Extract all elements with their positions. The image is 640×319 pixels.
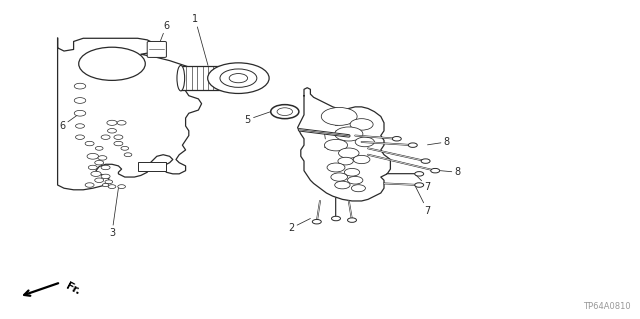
Text: TP64A0810: TP64A0810: [583, 302, 630, 311]
Text: Fr.: Fr.: [64, 281, 82, 297]
Circle shape: [76, 124, 84, 128]
Text: 8: 8: [440, 167, 461, 177]
Circle shape: [101, 165, 110, 170]
Circle shape: [117, 121, 126, 125]
Polygon shape: [232, 65, 259, 91]
Circle shape: [421, 159, 430, 163]
Circle shape: [101, 174, 110, 179]
Bar: [138, 162, 166, 171]
Text: 9: 9: [333, 118, 339, 133]
Circle shape: [339, 148, 359, 158]
Text: 8: 8: [428, 137, 450, 147]
Circle shape: [324, 139, 348, 151]
Text: 6: 6: [59, 113, 80, 131]
Polygon shape: [298, 88, 390, 201]
Circle shape: [344, 168, 360, 176]
Text: 4: 4: [323, 133, 330, 152]
Circle shape: [76, 135, 84, 139]
Circle shape: [121, 146, 129, 150]
Circle shape: [88, 165, 97, 170]
Circle shape: [348, 176, 363, 184]
Text: 6: 6: [159, 20, 170, 45]
Circle shape: [85, 183, 94, 187]
Circle shape: [74, 98, 86, 103]
Circle shape: [79, 47, 145, 80]
Circle shape: [98, 156, 107, 160]
Circle shape: [327, 163, 345, 172]
Circle shape: [107, 120, 117, 125]
Circle shape: [87, 153, 99, 159]
Circle shape: [207, 63, 269, 93]
Circle shape: [353, 155, 370, 164]
Circle shape: [335, 127, 363, 141]
Circle shape: [331, 173, 348, 181]
Circle shape: [408, 143, 417, 147]
Text: 7: 7: [415, 185, 431, 216]
Text: 5: 5: [244, 112, 271, 125]
Circle shape: [101, 135, 110, 139]
Bar: [181, 66, 236, 90]
Circle shape: [348, 218, 356, 222]
Circle shape: [74, 83, 86, 89]
Circle shape: [114, 141, 123, 146]
Circle shape: [85, 141, 94, 146]
Circle shape: [415, 172, 424, 176]
Circle shape: [108, 185, 116, 189]
Circle shape: [95, 160, 104, 165]
Ellipse shape: [177, 65, 185, 91]
Circle shape: [355, 137, 374, 147]
Circle shape: [105, 180, 113, 184]
Text: 1: 1: [192, 14, 208, 65]
Circle shape: [335, 181, 350, 189]
Circle shape: [95, 178, 104, 182]
Circle shape: [392, 137, 401, 141]
Circle shape: [321, 108, 357, 125]
FancyBboxPatch shape: [147, 41, 166, 57]
Text: 2: 2: [288, 219, 310, 233]
Circle shape: [108, 129, 116, 133]
Text: 7: 7: [415, 174, 431, 192]
Circle shape: [124, 153, 132, 157]
Circle shape: [351, 185, 365, 192]
Circle shape: [338, 157, 353, 165]
Circle shape: [350, 119, 373, 130]
Circle shape: [102, 183, 109, 187]
Circle shape: [312, 219, 321, 224]
Circle shape: [431, 168, 440, 173]
Circle shape: [74, 110, 86, 116]
Circle shape: [114, 135, 123, 139]
Circle shape: [332, 216, 340, 221]
Text: 3: 3: [109, 188, 118, 238]
Polygon shape: [58, 38, 202, 190]
Circle shape: [118, 185, 125, 189]
Circle shape: [95, 146, 103, 150]
Circle shape: [91, 171, 101, 176]
Circle shape: [415, 183, 424, 187]
